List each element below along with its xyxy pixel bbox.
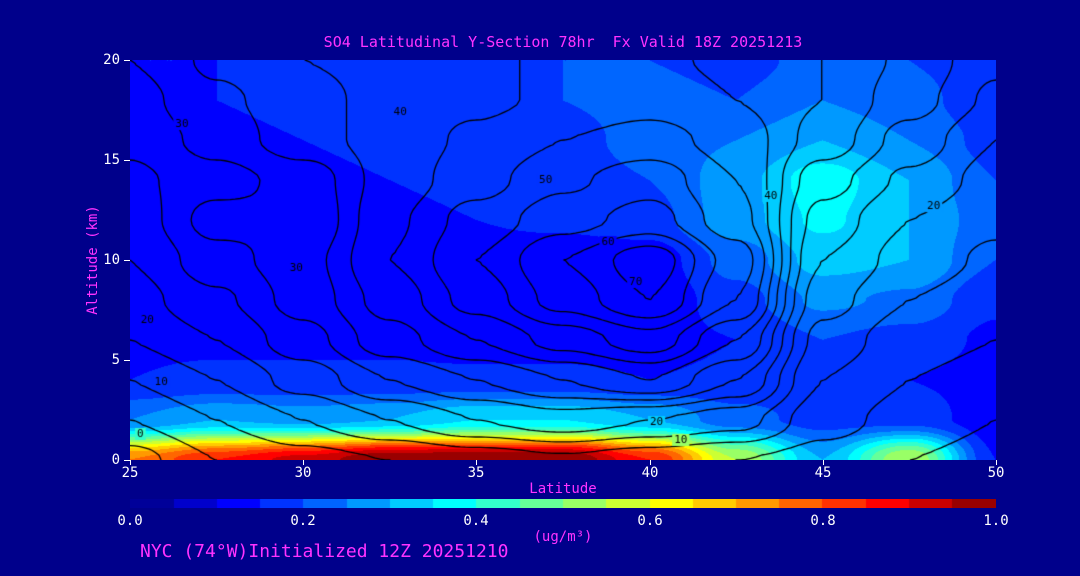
x-tick-label: 35	[467, 465, 485, 481]
colorbar-tick-label: 0.0	[117, 513, 143, 529]
colorbar-units-label: (ug/m³)	[533, 529, 593, 545]
x-axis-tick	[650, 460, 651, 465]
y-axis-tick	[124, 60, 130, 61]
colorbar-tick-label: 0.2	[290, 513, 316, 529]
y-axis-tick	[124, 460, 130, 461]
colorbar-tick-label: 0.6	[637, 513, 663, 529]
y-tick-label: 20	[103, 52, 120, 68]
y-tick-label: 0	[111, 452, 120, 468]
y-tick-label: 5	[111, 352, 120, 368]
x-tick-label: 50	[987, 465, 1005, 481]
colorbar-tick-label: 0.8	[810, 513, 836, 529]
y-axis-tick	[124, 260, 130, 261]
x-axis-tick	[996, 460, 997, 465]
colorbar-tick-label: 1.0	[983, 513, 1009, 529]
y-tick-label: 15	[103, 152, 120, 168]
colorbar-canvas	[130, 499, 996, 508]
x-axis-tick	[303, 460, 304, 465]
chart-title: SO4 Latitudinal Y-Section 78hr Fx Valid …	[323, 33, 803, 51]
colorbar-tick-label: 0.4	[463, 513, 489, 529]
x-axis-tick	[130, 460, 131, 465]
x-axis-label: Latitude	[529, 481, 597, 497]
y-axis-tick	[124, 360, 130, 361]
x-axis-tick	[476, 460, 477, 465]
x-tick-label: 30	[294, 465, 312, 481]
plot-canvas	[130, 60, 996, 460]
x-tick-label: 40	[641, 465, 659, 481]
init-caption: NYC (74°W)Initialized 12Z 20251210	[140, 541, 509, 562]
x-axis-tick	[823, 460, 824, 465]
y-tick-label: 10	[103, 252, 120, 268]
x-tick-label: 45	[814, 465, 832, 481]
y-axis-tick	[124, 160, 130, 161]
x-tick-label: 25	[121, 465, 139, 481]
